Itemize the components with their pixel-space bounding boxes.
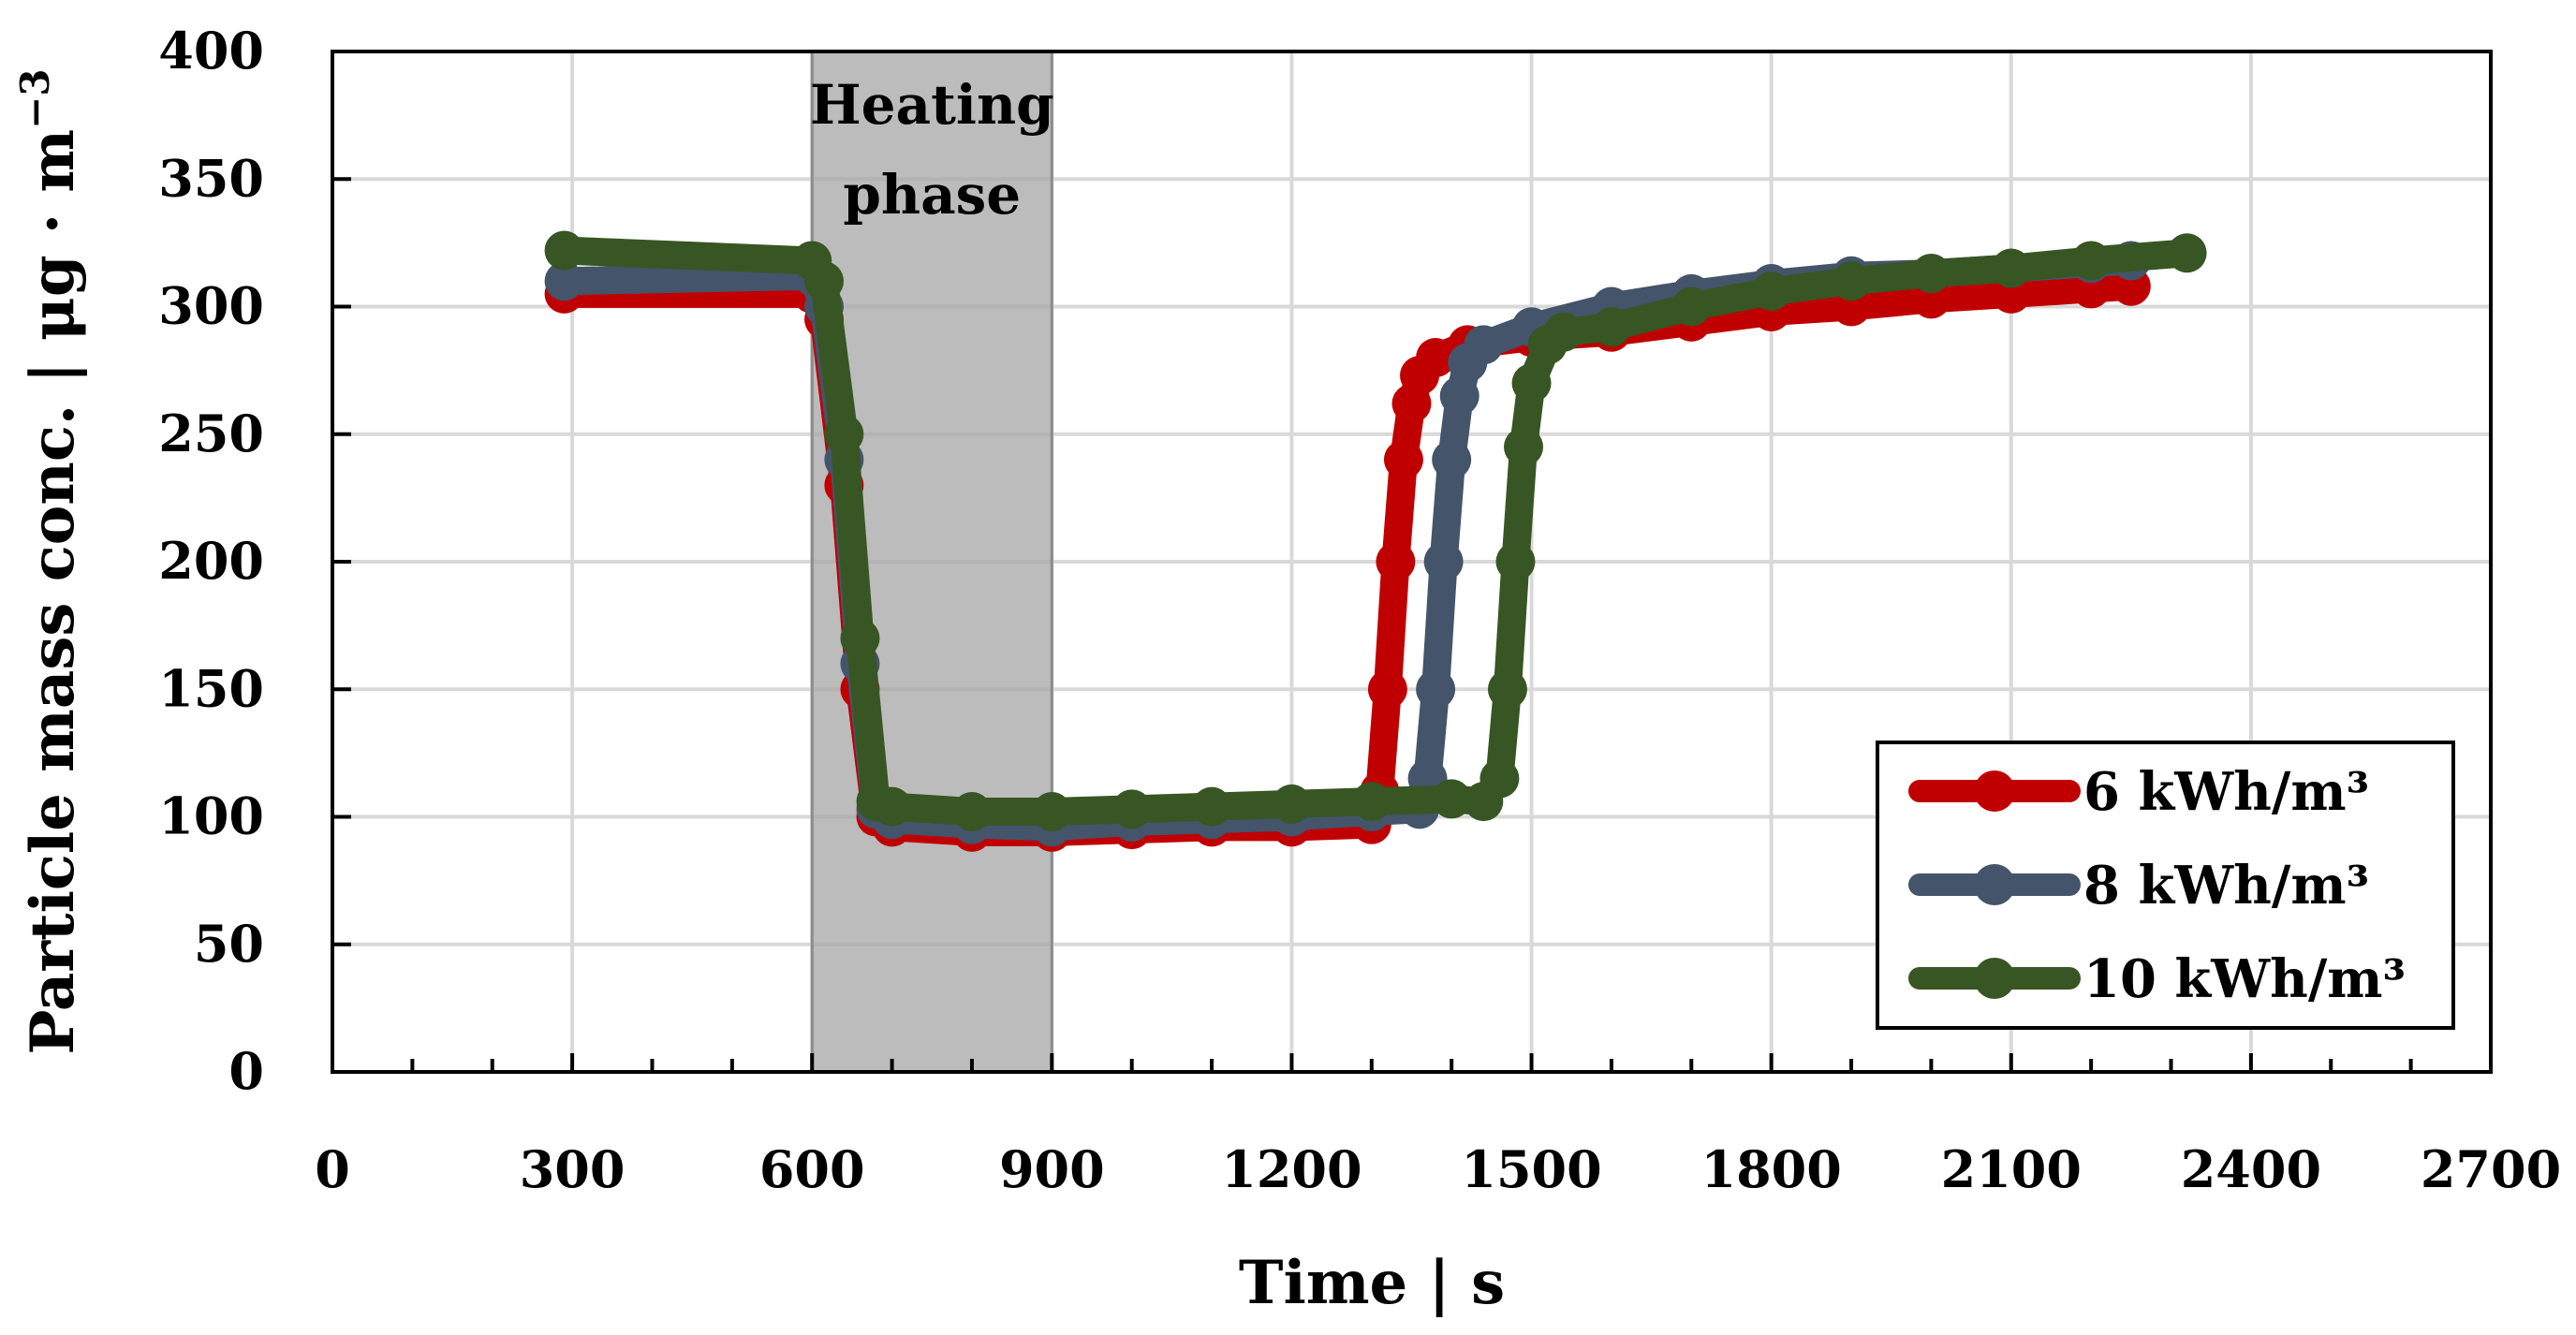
legend: 6 kWh/m³ 8 kWh/m³ 10 kWh/m³ [1876, 741, 2455, 1030]
series-3-point-11 [1272, 784, 1312, 824]
y-tick-label-250: 250 [158, 403, 264, 463]
series-3-point-16 [1487, 669, 1527, 710]
series-3-point-29 [2167, 233, 2207, 273]
series-2-point-0 [544, 261, 584, 301]
y-tick-label-400: 400 [158, 21, 264, 81]
x-axis-separator: | [1407, 1248, 1471, 1318]
x-tick-label-0: 0 [315, 1139, 350, 1199]
series-3-point-8 [1032, 792, 1072, 832]
series-3-point-15 [1479, 758, 1520, 799]
y-tick-label-200: 200 [158, 531, 264, 591]
x-tick-label-1200: 1200 [1221, 1139, 1362, 1199]
series-3-point-4 [840, 618, 880, 658]
series-3-point-12 [1351, 782, 1391, 822]
x-tick-label-2400: 2400 [2181, 1139, 2321, 1199]
axis-ticks [331, 50, 2493, 1074]
series-3-point-2 [804, 261, 845, 301]
x-tick-label-600: 600 [759, 1139, 865, 1199]
series-1-point-15 [1376, 542, 1416, 581]
series-2-point-18 [1439, 375, 1479, 416]
legend-marker-1 [1974, 770, 2015, 812]
x-tick-label-1500: 1500 [1461, 1139, 1601, 1199]
y-tick-label-350: 350 [158, 148, 264, 208]
y-tick-label-150: 150 [158, 658, 264, 718]
series-3-point-17 [1495, 542, 1536, 581]
legend-label-3: 10 kWh/m³ [2083, 948, 2406, 1010]
series-3-point-26 [1911, 254, 1951, 294]
series-2-point-17 [1432, 440, 1472, 479]
series-1-point-14 [1367, 669, 1407, 710]
series-3-point-22 [1591, 307, 1631, 347]
series-3-point-25 [1832, 261, 1872, 301]
y-axis-unit: μg · m [18, 129, 88, 341]
y-axis-title: Particle mass conc. | μg · m−3 [12, 68, 88, 1054]
y-axis-separator: | [18, 341, 88, 404]
series-3-point-21 [1543, 312, 1583, 352]
series-3-point-0 [544, 230, 584, 271]
x-tick-label-900: 900 [999, 1139, 1105, 1199]
y-tick-label-50: 50 [194, 914, 264, 974]
x-axis-unit: s [1471, 1248, 1505, 1318]
x-axis-label: Time [1239, 1248, 1407, 1318]
series-3-point-10 [1192, 786, 1232, 827]
series-3-point-18 [1504, 427, 1544, 467]
y-axis-label: Particle mass conc. [18, 404, 88, 1055]
series-3 [544, 230, 2207, 832]
series-1-point-19 [1416, 338, 1456, 377]
y-tick-label-100: 100 [158, 786, 264, 846]
x-tick-label-2100: 2100 [1941, 1139, 2082, 1199]
y-axis-unit-exponent: −3 [12, 68, 58, 128]
y-axis-tick-labels: 0 50 100 150 200 250 300 350 400 [158, 21, 264, 1101]
x-axis-tick-labels: 0 300 600 900 1200 1500 1800 2100 2400 2700 [315, 1139, 2561, 1199]
series-3-point-19 [1511, 363, 1552, 403]
heating-phase-label-line2: phase [843, 163, 1021, 227]
x-tick-label-2700: 2700 [2421, 1139, 2561, 1199]
series-2-point-16 [1423, 542, 1464, 581]
series-group [544, 230, 2207, 852]
series-3-point-28 [2071, 241, 2112, 281]
heating-phase-label-line1: Heating [810, 73, 1054, 137]
heating-phase-band: Heating phase [810, 50, 1054, 1074]
series-3-point-27 [1991, 248, 2031, 288]
series-3-point-24 [1751, 271, 1791, 312]
series-1-point-16 [1383, 440, 1423, 479]
legend-label-1: 6 kWh/m³ [2083, 761, 2369, 823]
series-3-point-3 [824, 414, 864, 454]
series-2-point-15 [1416, 669, 1456, 710]
series-3-point-23 [1671, 286, 1712, 327]
x-tick-label-300: 300 [520, 1139, 626, 1199]
x-axis-title: Time | s [1239, 1248, 1505, 1318]
x-tick-label-1800: 1800 [1701, 1139, 1842, 1199]
series-3-point-7 [951, 792, 992, 832]
series-3-point-13 [1432, 779, 1472, 819]
series-3-point-6 [872, 786, 912, 827]
series-3-point-9 [1111, 789, 1152, 829]
series-2-point-20 [1464, 325, 1504, 365]
legend-marker-3 [1974, 958, 2015, 999]
legend-marker-2 [1974, 864, 2015, 905]
legend-label-2: 8 kWh/m³ [2083, 855, 2369, 917]
y-tick-label-300: 300 [158, 276, 264, 336]
y-tick-label-0: 0 [228, 1041, 264, 1101]
